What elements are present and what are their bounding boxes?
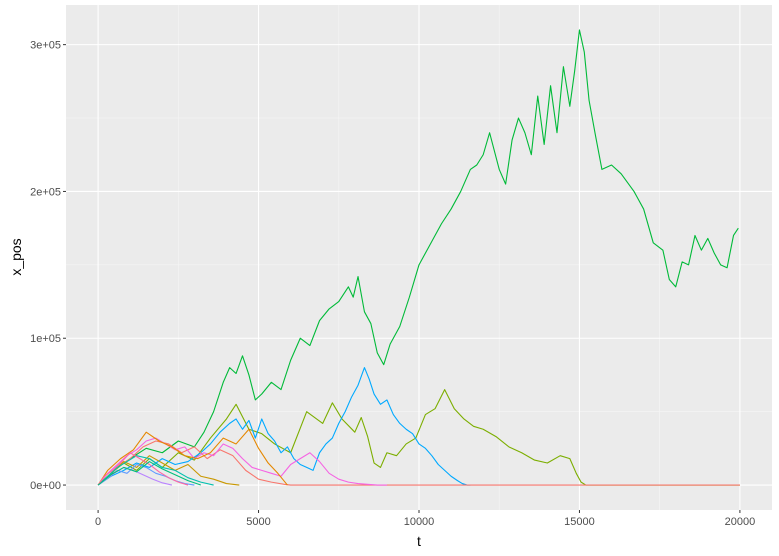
y-tick-label: 0e+00: [30, 480, 61, 492]
series-line-3: [97, 367, 471, 486]
series-line-8: [97, 455, 214, 486]
y-tick-label: 3e+05: [30, 40, 61, 52]
x-axis-title: t: [417, 533, 421, 549]
x-tick-label: 15000: [564, 516, 595, 528]
series-line-7: [97, 455, 240, 486]
x-tick-label: 20000: [725, 516, 756, 528]
series-line-4: [97, 440, 740, 486]
y-tick-label: 2e+05: [30, 186, 61, 198]
series-line-5: [97, 437, 387, 486]
x-tick-label: 5000: [246, 516, 270, 528]
grid-major: [66, 5, 772, 510]
series-line-6: [97, 428, 288, 486]
series-line-2: [97, 389, 740, 486]
x-tick-label: 0: [95, 516, 101, 528]
x-tick-label: 10000: [404, 516, 435, 528]
series-layer: [97, 29, 740, 486]
y-axis-title: x_pos: [8, 238, 24, 275]
series-line-12: [97, 461, 201, 486]
x-axis-ticks: 0 5000 10000 15000 20000: [95, 510, 755, 528]
y-tick-label: 1e+05: [30, 333, 61, 345]
series-line-1: [97, 29, 739, 486]
series-line-11: [97, 452, 189, 486]
y-axis-ticks: 0e+00 1e+05 2e+05 3e+05: [30, 40, 66, 492]
